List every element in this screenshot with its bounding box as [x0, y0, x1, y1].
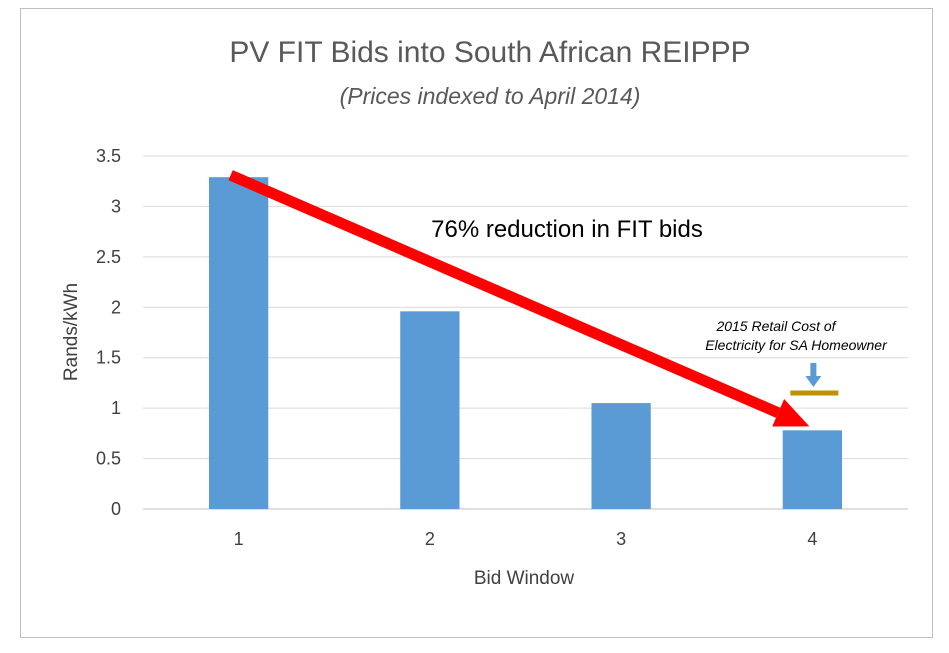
y-tick-label: 2 — [111, 297, 121, 317]
y-axis-ticks: 0 0.5 1 1.5 2 2.5 3 3.5 — [96, 146, 121, 519]
y-tick-label: 1.5 — [96, 348, 121, 368]
y-tick-label: 3 — [111, 196, 121, 216]
x-axis-ticks: 1 2 3 4 — [234, 529, 818, 549]
chart-title: PV FIT Bids into South African REIPPP — [229, 36, 750, 69]
y-tick-label: 0.5 — [96, 449, 121, 469]
chart-subtitle: (Prices indexed to April 2014) — [340, 83, 641, 109]
x-tick-label: 2 — [425, 529, 435, 549]
reduction-annotation: 76% reduction in FIT bids — [431, 216, 703, 243]
x-tick-label: 1 — [234, 529, 244, 549]
annotations — [228, 170, 839, 427]
retail-cost-note-line2: Electricity for SA Homeowner — [705, 337, 888, 353]
reduction-arrow-shaft — [228, 170, 781, 418]
y-tick-label: 0 — [111, 499, 121, 519]
bars — [208, 177, 843, 509]
bar — [400, 311, 460, 509]
y-tick-label: 2.5 — [96, 247, 121, 267]
y-tick-label: 1 — [111, 398, 121, 418]
chart-frame — [20, 8, 933, 638]
y-tick-label: 3.5 — [96, 146, 121, 166]
bar — [782, 430, 843, 509]
retail-arrow-head — [805, 376, 822, 388]
x-tick-label: 3 — [616, 529, 626, 549]
retail-cost-note-line1: 2015 Retail Cost of — [715, 318, 837, 334]
x-axis-label: Bid Window — [474, 568, 575, 589]
reduction-arrow-head — [772, 399, 810, 427]
x-tick-label: 4 — [807, 529, 817, 549]
bar — [591, 403, 651, 509]
bar — [208, 177, 269, 509]
y-axis-label: Rands/kWh — [61, 283, 82, 381]
retail-arrow-shaft — [810, 363, 817, 378]
